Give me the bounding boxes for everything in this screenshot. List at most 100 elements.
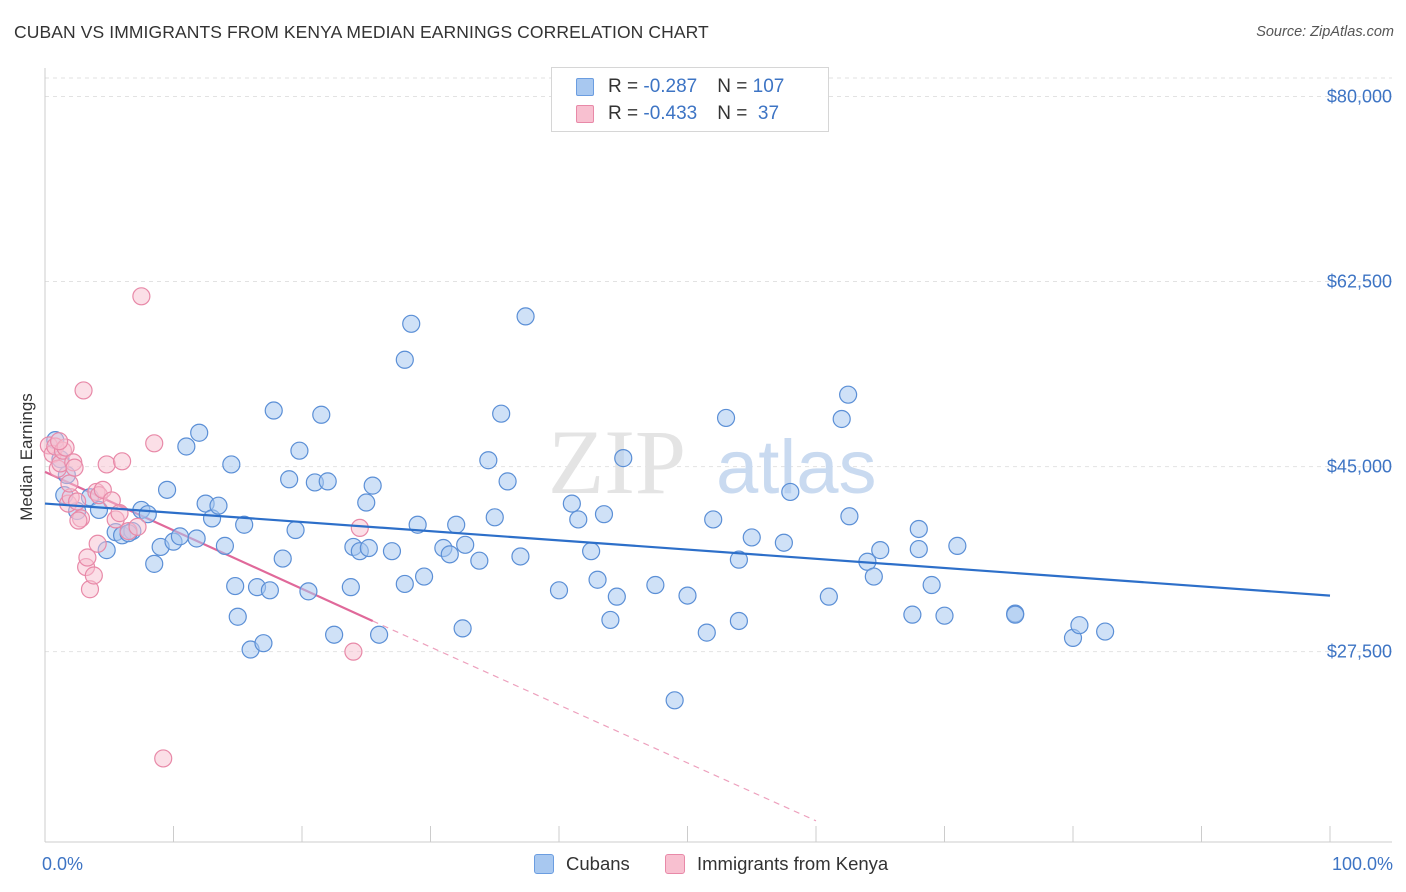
points-cubans <box>46 307 1115 710</box>
point-cuban <box>582 542 601 561</box>
legend-r-label: R = <box>608 103 644 124</box>
point-cuban <box>235 515 254 534</box>
point-kenya <box>128 517 147 536</box>
legend-row-kenya: R = -0.433 N = 37 <box>576 103 779 125</box>
point-cuban <box>325 625 344 644</box>
point-cuban <box>226 576 245 596</box>
trend-kenya <box>44 470 817 822</box>
trend-line-cubans <box>44 502 1331 597</box>
legend-row-cubans: R = -0.287 N = 107 <box>576 76 784 98</box>
legend-n-value: 107 <box>752 76 785 97</box>
legend-r-label: R = <box>608 76 644 97</box>
point-kenya <box>344 642 363 661</box>
point-cuban <box>607 587 626 606</box>
legend-n-label: N = <box>717 103 753 124</box>
point-cuban <box>318 472 337 491</box>
point-kenya <box>88 534 107 553</box>
bottom-legend-cubans: Cubans <box>534 851 630 877</box>
point-cuban <box>177 437 196 456</box>
point-cuban <box>280 470 299 489</box>
point-cuban <box>562 494 581 513</box>
point-kenya <box>65 458 84 477</box>
point-kenya <box>84 566 103 585</box>
point-cuban <box>549 581 569 600</box>
legend-n-value: 37 <box>752 103 780 124</box>
point-cuban <box>395 574 414 594</box>
point-cuban <box>264 401 283 420</box>
point-cuban <box>588 570 607 589</box>
point-cuban <box>341 578 360 597</box>
point-cuban <box>498 472 517 491</box>
point-cuban <box>382 542 402 561</box>
bottom-legend-label-kenya: Immigrants from Kenya <box>697 853 889 874</box>
point-cuban <box>286 520 305 540</box>
point-kenya <box>78 548 97 567</box>
point-cuban <box>665 691 684 710</box>
point-cuban <box>839 385 858 404</box>
bottom-legend-label-cubans: Cubans <box>566 853 630 874</box>
point-cuban <box>479 451 498 470</box>
point-cuban <box>254 634 273 653</box>
point-cuban <box>903 605 922 624</box>
trend-line-kenya-extension <box>372 620 817 822</box>
y-tick-label: $80,000 <box>1327 86 1392 106</box>
point-cuban <box>832 409 851 429</box>
tick-labels: $80,000 $62,500 $45,000 $27,500 0.0% 100.0% <box>42 86 1393 874</box>
point-cuban <box>781 482 800 502</box>
point-kenya <box>154 749 173 768</box>
legend-r-value: -0.287 <box>643 76 698 97</box>
point-cuban <box>1006 605 1025 624</box>
point-cuban <box>440 545 459 564</box>
point-cuban <box>453 619 472 638</box>
y-axis-title: Median Earnings <box>17 393 36 521</box>
trend-cubans <box>44 502 1331 597</box>
bottom-legend-kenya: Immigrants from Kenya <box>665 851 888 877</box>
point-cuban <box>516 307 535 326</box>
point-cuban <box>190 423 209 442</box>
point-cuban <box>819 587 838 606</box>
point-cuban <box>312 405 331 424</box>
point-cuban <box>864 567 883 586</box>
chart-title: CUBAN VS IMMIGRANTS FROM KENYA MEDIAN EA… <box>14 22 709 42</box>
point-kenya <box>110 504 129 523</box>
point-cuban <box>170 527 190 546</box>
point-cuban <box>1070 616 1089 635</box>
point-cuban <box>370 625 389 644</box>
points-kenya <box>39 287 369 768</box>
grid-lines <box>45 77 1392 653</box>
point-cuban <box>363 476 382 495</box>
point-cuban <box>359 538 378 558</box>
point-cuban <box>290 441 309 460</box>
point-cuban <box>716 408 736 428</box>
point-cuban <box>222 455 241 474</box>
point-cuban <box>909 539 928 559</box>
point-cuban <box>357 493 376 512</box>
point-cuban <box>228 607 247 626</box>
point-cuban <box>678 586 697 605</box>
point-cuban <box>402 314 421 333</box>
point-cuban <box>646 575 665 595</box>
y-tick-label: $62,500 <box>1327 272 1392 292</box>
point-cuban <box>935 606 954 625</box>
point-kenya <box>69 511 88 530</box>
bottom-legend-swatch-kenya <box>665 854 685 874</box>
point-cuban <box>447 515 466 534</box>
legend-swatch-kenya <box>576 105 594 123</box>
point-cuban <box>871 541 890 560</box>
point-cuban <box>260 581 279 600</box>
x-tick-label: 100.0% <box>1332 854 1393 874</box>
watermark: ZIP atlas <box>548 411 877 513</box>
legend-r-value: -0.433 <box>643 103 698 124</box>
y-tick-label: $45,000 <box>1327 457 1392 477</box>
point-kenya <box>97 455 116 474</box>
point-cuban <box>601 610 620 630</box>
point-cuban <box>470 551 489 570</box>
bottom-legend-swatch-cubans <box>534 854 554 874</box>
point-cuban <box>729 611 749 631</box>
point-cuban <box>395 350 414 369</box>
point-cuban <box>299 582 318 601</box>
point-cuban <box>511 547 530 566</box>
x-tick-label: 0.0% <box>42 854 83 874</box>
point-cuban <box>187 529 206 548</box>
